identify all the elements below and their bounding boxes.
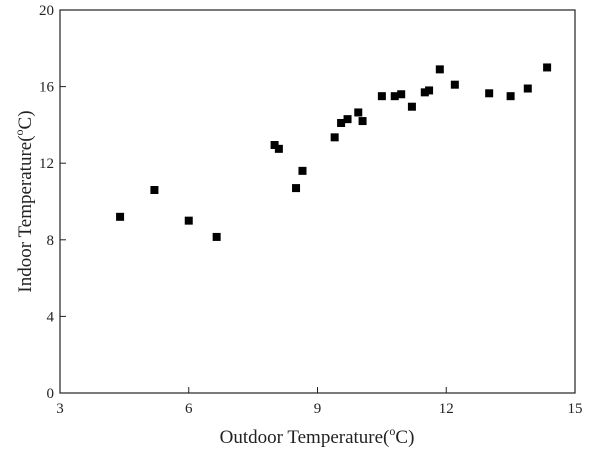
y-axis: 0 4 8 12 16 20	[39, 3, 66, 402]
data-points	[116, 63, 552, 241]
y-tick-label: 8	[47, 233, 55, 249]
data-point	[337, 118, 346, 127]
x-tick-label: 15	[568, 401, 583, 417]
data-point	[390, 92, 399, 101]
data-point	[292, 184, 301, 193]
data-point	[343, 115, 352, 124]
data-point	[485, 89, 494, 98]
y-tick-label: 16	[39, 80, 55, 96]
data-point	[523, 84, 532, 93]
data-point	[397, 90, 406, 99]
x-tick-label: 3	[56, 401, 64, 417]
x-tick-label: 6	[185, 401, 193, 417]
data-point	[435, 65, 444, 74]
data-point	[354, 108, 363, 117]
x-tick-label: 12	[439, 401, 454, 417]
plot-frame	[59, 9, 576, 394]
data-point	[330, 133, 339, 142]
data-point	[543, 63, 552, 72]
data-point	[506, 92, 515, 101]
data-point	[450, 80, 459, 89]
data-point	[270, 141, 279, 150]
data-point	[420, 88, 429, 97]
data-point	[377, 92, 386, 101]
y-axis-title: Indoor Temperature(oC)	[12, 110, 36, 292]
x-axis-title: Outdoor Temperature(oC)	[220, 424, 415, 448]
data-point	[298, 166, 307, 175]
y-tick-label: 4	[47, 309, 55, 325]
data-point	[274, 144, 283, 153]
data-point	[212, 232, 221, 241]
data-point	[184, 216, 193, 225]
data-point	[116, 212, 125, 221]
y-tick-label: 20	[39, 3, 54, 19]
data-point	[407, 102, 416, 111]
y-tick-label: 0	[47, 386, 55, 402]
data-point	[358, 117, 367, 126]
x-axis: 3 6 9 12 15	[56, 387, 583, 417]
data-point	[150, 186, 159, 195]
data-point	[425, 86, 434, 95]
x-tick-label: 9	[314, 401, 322, 417]
y-tick-label: 12	[39, 156, 54, 172]
